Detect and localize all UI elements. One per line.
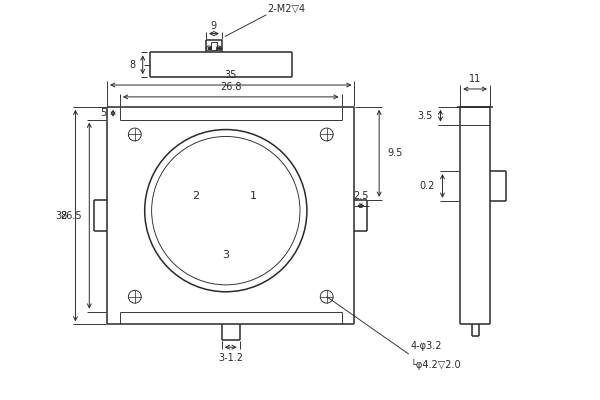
Text: 26.8: 26.8	[220, 82, 242, 92]
Text: 3: 3	[223, 250, 229, 260]
Text: 2.5: 2.5	[353, 191, 368, 201]
Text: 8: 8	[130, 60, 136, 70]
Text: 5: 5	[100, 108, 106, 118]
Text: 38: 38	[55, 211, 68, 221]
Text: └φ4.2▽2.0: └φ4.2▽2.0	[411, 359, 461, 370]
Text: 3-1.2: 3-1.2	[218, 353, 243, 363]
Text: 3.5: 3.5	[417, 111, 433, 121]
Text: 1: 1	[250, 191, 257, 201]
Text: 26.5: 26.5	[60, 211, 82, 221]
Text: 9.5: 9.5	[387, 148, 403, 158]
Text: 35: 35	[224, 70, 237, 80]
Text: 2-M2▽4: 2-M2▽4	[268, 4, 305, 14]
Text: 2: 2	[193, 191, 200, 201]
Text: 11: 11	[469, 74, 481, 84]
Text: 4-φ3.2: 4-φ3.2	[411, 341, 442, 351]
Text: 0.2: 0.2	[419, 181, 434, 191]
Text: 9: 9	[211, 21, 217, 31]
